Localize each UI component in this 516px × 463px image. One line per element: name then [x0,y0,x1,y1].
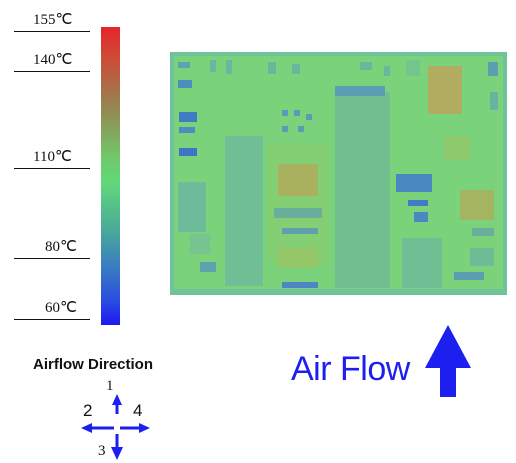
component [226,60,232,74]
component [282,282,318,288]
component [178,80,192,88]
component [294,110,300,116]
scale-label-110: 110℃ [33,149,72,165]
component [268,62,276,74]
component [268,144,328,264]
component [360,62,372,70]
component [298,126,304,132]
component [454,272,484,280]
temperature-colorbar [101,27,120,325]
scale-tick-140 [14,71,90,72]
component [179,148,197,156]
component [190,234,210,254]
component [179,127,195,133]
arrow-up-icon [112,394,122,414]
scale-label-140: 140℃ [33,52,73,68]
air-flow-label: Air Flow [291,350,410,388]
component [179,112,197,122]
component [210,60,216,72]
component [282,126,288,132]
component [488,62,498,76]
component [306,114,312,120]
direction-number-1: 1 [106,378,114,394]
hot-component-top-right [428,66,462,114]
scale-tick-155 [14,31,90,32]
hot-component-center [278,164,318,196]
component [414,212,428,222]
component [406,60,420,76]
component [470,248,494,266]
airflow-direction-title: Airflow Direction [33,356,154,373]
component [225,136,263,286]
direction-number-2: 2 [83,401,93,420]
scale-tick-80 [14,258,90,259]
component [178,62,190,68]
component [490,92,498,110]
component [384,66,390,76]
arrow-left-icon [81,423,114,433]
scale-label-80: 80℃ [45,239,77,255]
component [408,200,428,206]
arrow-right-icon [120,423,150,433]
component [278,248,318,268]
component [178,182,206,232]
arrow-down-icon [111,434,123,460]
hot-component-right [460,190,494,220]
component [282,228,318,234]
direction-number-4: 4 [133,401,143,420]
component [396,174,432,192]
scale-label-155: 155℃ [33,12,73,28]
component [274,208,322,218]
component [282,110,288,116]
component [402,238,442,288]
component [335,86,385,96]
component [200,262,216,272]
scale-label-60: 60℃ [45,300,77,316]
scale-tick-60 [14,319,90,320]
thermal-board-image [170,52,507,295]
component [472,228,494,236]
scale-tick-110 [14,168,90,169]
component [335,92,390,288]
component [444,136,470,160]
component [292,64,300,74]
direction-number-3: 3 [98,443,106,459]
